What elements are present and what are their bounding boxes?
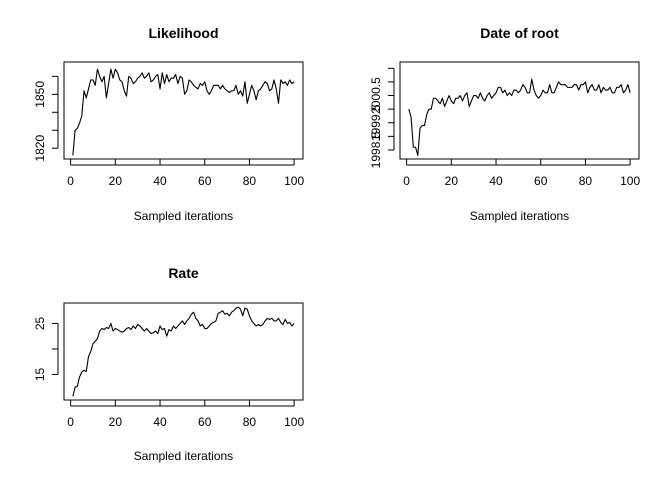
y-tick-label: 1820 [33, 135, 47, 162]
trace-line [72, 68, 295, 156]
panel-date-of-root: Date of root 0 20 40 60 80 100 Sampled iteratio… [369, 25, 640, 223]
x-tick-label: 0 [403, 174, 410, 188]
x-tick-label: 80 [579, 174, 593, 188]
x-axis-label: Sampled iterations [134, 209, 233, 223]
panel-likelihood: Likelihood 0 20 40 60 80 100 Sampled iterations… [33, 25, 304, 223]
x-axis: 0 20 40 60 80 100 [67, 159, 304, 188]
x-tick-label: 40 [153, 174, 167, 188]
trace-line [72, 306, 295, 397]
x-tick-label: 0 [67, 415, 74, 429]
plot-frame [63, 302, 304, 401]
y-tick-label: 1998.5 [369, 131, 383, 168]
x-axis: 0 20 40 60 80 100 [403, 159, 640, 188]
plot-frame [399, 61, 640, 160]
x-tick-label: 20 [109, 174, 123, 188]
y-axis: 1820 1850 [33, 75, 59, 162]
x-axis: 0 20 40 60 80 100 [67, 400, 304, 429]
chart-title: Date of root [480, 25, 559, 41]
x-tick-label: 20 [445, 174, 459, 188]
x-axis-label: Sampled iterations [134, 449, 233, 463]
x-tick-label: 20 [109, 415, 123, 429]
x-axis-label: Sampled iterations [470, 209, 569, 223]
x-tick-label: 40 [153, 415, 167, 429]
x-tick-label: 100 [284, 174, 304, 188]
trace-line [408, 78, 631, 156]
x-tick-label: 60 [198, 174, 212, 188]
y-tick-label: 25 [33, 316, 47, 330]
chart-title: Likelihood [149, 25, 219, 41]
x-tick-label: 60 [534, 174, 548, 188]
y-tick-label: 1850 [33, 81, 47, 108]
x-tick-label: 100 [620, 174, 640, 188]
x-tick-label: 80 [243, 174, 257, 188]
y-tick-label: 1999.5 [369, 104, 383, 141]
y-tick-label: 15 [33, 367, 47, 381]
chart-title: Rate [168, 265, 199, 281]
x-tick-label: 80 [243, 415, 257, 429]
x-tick-label: 100 [284, 415, 304, 429]
y-tick-label: 2000.5 [369, 77, 383, 114]
x-tick-label: 40 [489, 174, 503, 188]
x-tick-label: 60 [198, 415, 212, 429]
plot-frame [63, 61, 304, 160]
x-tick-label: 0 [67, 174, 74, 188]
